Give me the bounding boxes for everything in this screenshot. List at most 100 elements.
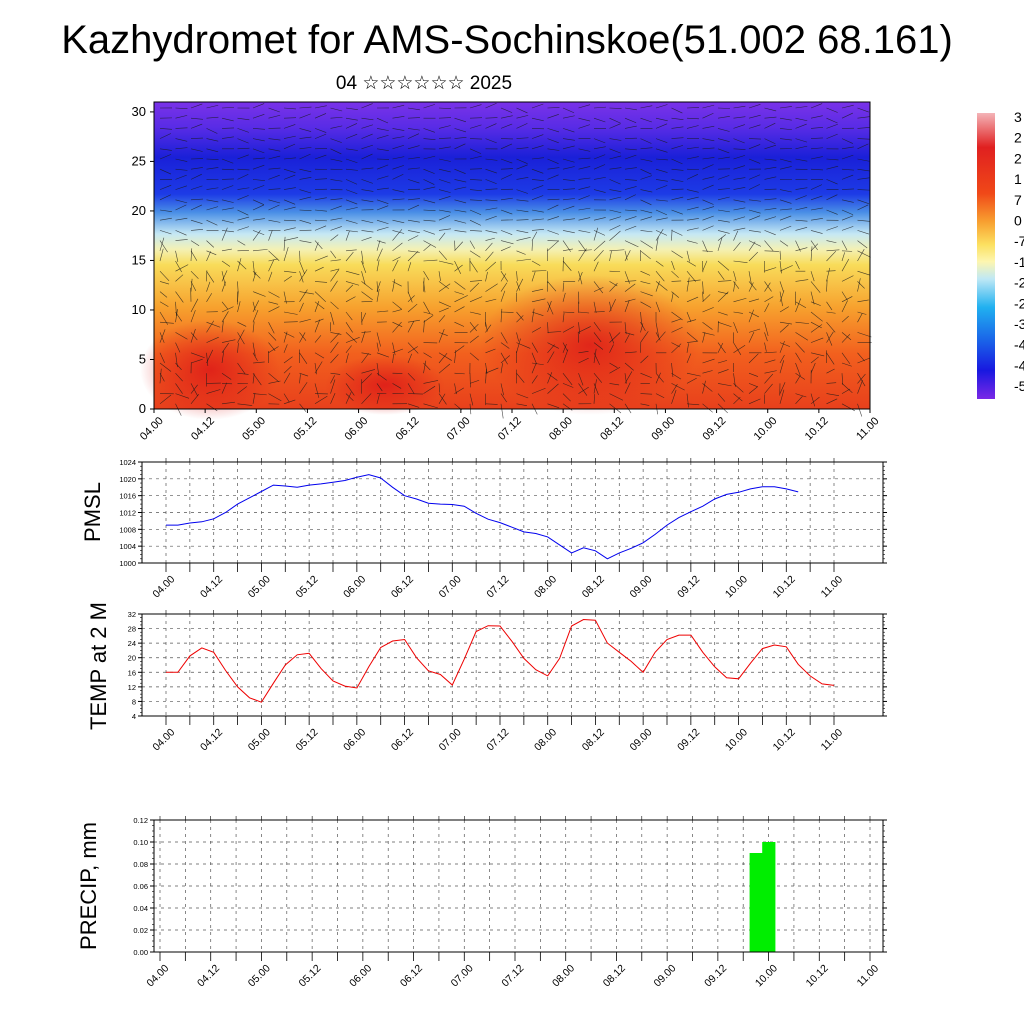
wind-vector	[609, 393, 624, 401]
wind-vector	[438, 189, 451, 193]
wind-vector	[206, 250, 217, 256]
wind-vector	[283, 270, 297, 273]
wind-vector	[779, 260, 782, 274]
wind-vector	[764, 282, 771, 292]
wind-vector	[159, 128, 172, 130]
wind-vector	[190, 185, 203, 190]
wind-vector	[314, 362, 317, 375]
wind-vector	[640, 105, 653, 109]
wind-vector	[283, 332, 295, 338]
wind-vector	[841, 252, 846, 262]
wind-vector	[702, 380, 706, 394]
wind-vector	[779, 265, 793, 272]
wind-vector	[826, 301, 833, 311]
x-tick-label: 11.00	[819, 574, 846, 601]
wind-vector	[407, 346, 418, 354]
wind-vector	[547, 216, 559, 221]
wind-vector	[438, 232, 446, 241]
x-tick-label: 08.00	[547, 415, 575, 443]
wind-vector	[361, 199, 374, 203]
wind-vector	[547, 158, 559, 164]
wind-vector	[206, 219, 218, 226]
wind-vector	[423, 352, 432, 358]
wind-vector	[841, 104, 854, 109]
wind-vector	[438, 315, 446, 323]
wind-vector	[686, 271, 696, 282]
x-tick-label: 05.12	[293, 573, 320, 600]
wind-vector	[485, 324, 492, 333]
wind-vector	[268, 219, 281, 223]
wind-vector	[206, 128, 218, 134]
x-tick-label: 04.12	[198, 573, 225, 600]
wind-vector	[407, 128, 420, 131]
wind-vector	[609, 230, 621, 241]
wind-vector	[686, 353, 692, 364]
wind-vector	[500, 362, 503, 374]
wind-vector	[841, 174, 854, 180]
wind-vector	[547, 300, 552, 313]
wind-vector	[578, 383, 588, 396]
wind-vector	[407, 204, 420, 211]
wind-vector	[779, 106, 792, 109]
x-tick-label: 04.00	[144, 962, 171, 989]
wind-vector	[702, 176, 715, 180]
wind-vector	[407, 198, 420, 201]
wind-vector	[547, 351, 555, 364]
wind-vector	[655, 331, 666, 343]
wind-vector	[624, 148, 637, 151]
wind-vector	[609, 344, 614, 353]
wind-vector	[702, 307, 714, 313]
colorbar-label: -4	[1014, 357, 1024, 373]
wind-vector	[438, 196, 451, 201]
wind-vector	[454, 306, 465, 313]
wind-vector	[748, 309, 754, 323]
wind-vector	[764, 207, 777, 211]
wind-vector	[826, 194, 838, 201]
wind-vector	[454, 387, 465, 394]
wind-vector	[485, 367, 499, 374]
wind-vector	[392, 165, 404, 170]
wind-vector	[268, 372, 280, 383]
wind-vector	[361, 250, 364, 265]
wind-vector	[516, 189, 528, 194]
wind-vector	[671, 318, 682, 323]
wind-vector	[345, 372, 355, 381]
wind-vector	[268, 291, 280, 298]
wind-vector	[361, 167, 374, 170]
wind-vector	[655, 158, 668, 161]
wind-vector	[671, 145, 684, 150]
wind-vector	[531, 103, 544, 109]
wind-vector	[438, 271, 441, 282]
x-tick-label: 05.12	[291, 415, 319, 443]
wind-vector	[485, 168, 497, 174]
y-tick-label: 30	[132, 104, 146, 119]
wind-vector	[190, 167, 203, 170]
wind-vector	[516, 278, 524, 292]
wind-vector	[748, 386, 759, 394]
wind-vector	[516, 209, 529, 213]
wind-vector	[702, 291, 704, 302]
wind-vector	[593, 352, 600, 365]
wind-vector	[283, 275, 292, 282]
wind-vector	[469, 280, 483, 282]
wind-vector	[857, 189, 870, 191]
wind-vector	[206, 403, 218, 412]
wind-vector	[702, 164, 714, 170]
wind-vector	[268, 138, 281, 141]
wind-vector	[810, 230, 823, 234]
wind-vector	[500, 332, 508, 344]
wind-vector	[345, 199, 358, 205]
wind-vector	[810, 291, 815, 305]
wind-vector	[593, 342, 604, 350]
wind-vector	[686, 277, 690, 292]
wind-vector	[252, 179, 265, 181]
wind-vector	[237, 260, 247, 270]
wind-vector	[175, 127, 188, 129]
wind-vector	[733, 345, 746, 354]
wind-vector	[562, 145, 575, 150]
wind-vector	[376, 205, 389, 211]
wind-vector	[345, 158, 358, 164]
wind-vector	[593, 287, 604, 292]
wind-vector	[764, 383, 773, 394]
wind-vector	[748, 209, 761, 214]
